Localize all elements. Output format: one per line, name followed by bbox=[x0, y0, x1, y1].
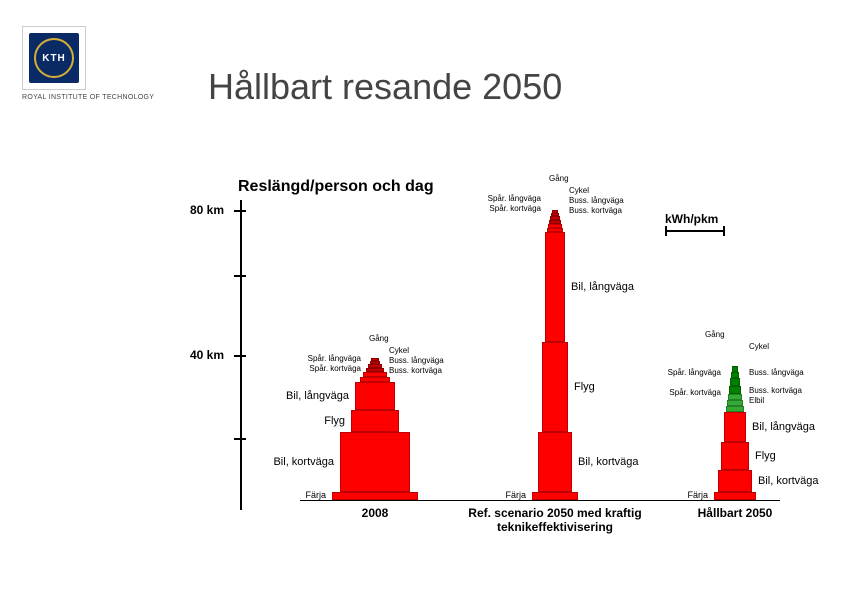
top-label: Buss. kortväga bbox=[569, 206, 622, 215]
top-label: Spår. långväga bbox=[668, 368, 721, 377]
seg-label: Flyg bbox=[324, 415, 345, 427]
baseline bbox=[300, 500, 780, 501]
axis-dash bbox=[234, 438, 246, 440]
seg-bil-lang bbox=[355, 382, 395, 410]
seg-buss-lang bbox=[363, 372, 387, 377]
top-label: Cykel bbox=[389, 346, 409, 355]
kwh-label: kWh/pkm bbox=[665, 212, 725, 232]
seg-label: Bil, långväga bbox=[571, 281, 634, 293]
seg-label: Bil, långväga bbox=[286, 390, 349, 402]
top-label: Buss. kortväga bbox=[389, 366, 442, 375]
logo-caption: ROYAL INSTITUTE OF TECHNOLOGY bbox=[22, 94, 154, 102]
seg-spar-kort bbox=[549, 220, 561, 224]
seg-label: Färja bbox=[305, 490, 326, 500]
seg-label: Bil, kortväga bbox=[273, 456, 334, 468]
slide-title: Hållbart resande 2050 bbox=[208, 66, 562, 108]
top-label: Buss. långväga bbox=[569, 196, 624, 205]
seg-gang bbox=[552, 210, 558, 213]
top-label: Elbil bbox=[749, 396, 764, 405]
seg-label: Flyg bbox=[755, 450, 776, 462]
seg-buss-kort bbox=[727, 400, 743, 406]
seg-cykel bbox=[731, 372, 739, 378]
top-label: Buss. kortväga bbox=[749, 386, 802, 395]
seg-label: Bil, kortväga bbox=[758, 475, 819, 487]
axis-tick bbox=[234, 355, 246, 357]
seg-buss-kort bbox=[360, 377, 390, 382]
chart-subtitle: Reslängd/person och dag bbox=[238, 178, 434, 196]
seg-gang bbox=[371, 358, 379, 361]
seg-spar-kort bbox=[729, 386, 741, 394]
seg-spar-lang bbox=[550, 216, 560, 220]
top-label: Cykel bbox=[569, 186, 589, 195]
top-label: Spår. kortväga bbox=[669, 388, 721, 397]
seg-spar-lang bbox=[368, 364, 382, 368]
seg-flyg bbox=[542, 342, 568, 432]
top-label: Gång bbox=[369, 334, 389, 343]
seg-bil-kort bbox=[340, 432, 410, 492]
logo-text: KTH bbox=[42, 53, 66, 64]
seg-farja bbox=[532, 492, 578, 500]
top-label: Gång bbox=[549, 174, 569, 183]
seg-bil-kort bbox=[718, 470, 752, 492]
seg-gang bbox=[732, 366, 738, 372]
top-label: Spår. kortväga bbox=[489, 204, 541, 213]
seg-cykel bbox=[370, 361, 380, 364]
seg-label: Bil, långväga bbox=[752, 421, 815, 433]
seg-bil-lang bbox=[724, 412, 746, 442]
seg-elbil bbox=[726, 406, 744, 412]
seg-label: Flyg bbox=[574, 381, 595, 393]
seg-spar-kort bbox=[366, 368, 384, 372]
top-label: Buss. långväga bbox=[749, 368, 804, 377]
axis-dash bbox=[234, 275, 246, 277]
top-label: Cykel bbox=[749, 342, 769, 351]
kth-logo: KTH ROYAL INSTITUTE OF TECHNOLOGY bbox=[22, 26, 154, 102]
seg-farja bbox=[714, 492, 756, 500]
top-label: Gång bbox=[705, 330, 725, 339]
seg-label: Färja bbox=[505, 490, 526, 500]
seg-spar-lang bbox=[730, 378, 740, 386]
seg-bil-kort bbox=[538, 432, 572, 492]
seg-farja bbox=[332, 492, 418, 500]
top-label: Spår. kortväga bbox=[309, 364, 361, 373]
seg-flyg bbox=[721, 442, 749, 470]
seg-flyg bbox=[351, 410, 399, 432]
seg-buss-kort bbox=[547, 228, 563, 232]
axis-tick-label: 40 km bbox=[190, 348, 224, 362]
column-footer: Hållbart 2050 bbox=[625, 506, 842, 520]
seg-label: Färja bbox=[687, 490, 708, 500]
axis-tick-label: 80 km bbox=[190, 203, 224, 217]
axis-tick bbox=[234, 210, 246, 212]
seg-label: Bil, kortväga bbox=[578, 456, 639, 468]
top-label: Spår. långväga bbox=[488, 194, 541, 203]
seg-buss-lang bbox=[548, 224, 562, 228]
top-label: Spår. långväga bbox=[308, 354, 361, 363]
seg-buss-lang bbox=[728, 394, 742, 400]
seg-cykel bbox=[551, 213, 559, 216]
seg-bil-lang bbox=[545, 232, 565, 342]
top-label: Buss. långväga bbox=[389, 356, 444, 365]
